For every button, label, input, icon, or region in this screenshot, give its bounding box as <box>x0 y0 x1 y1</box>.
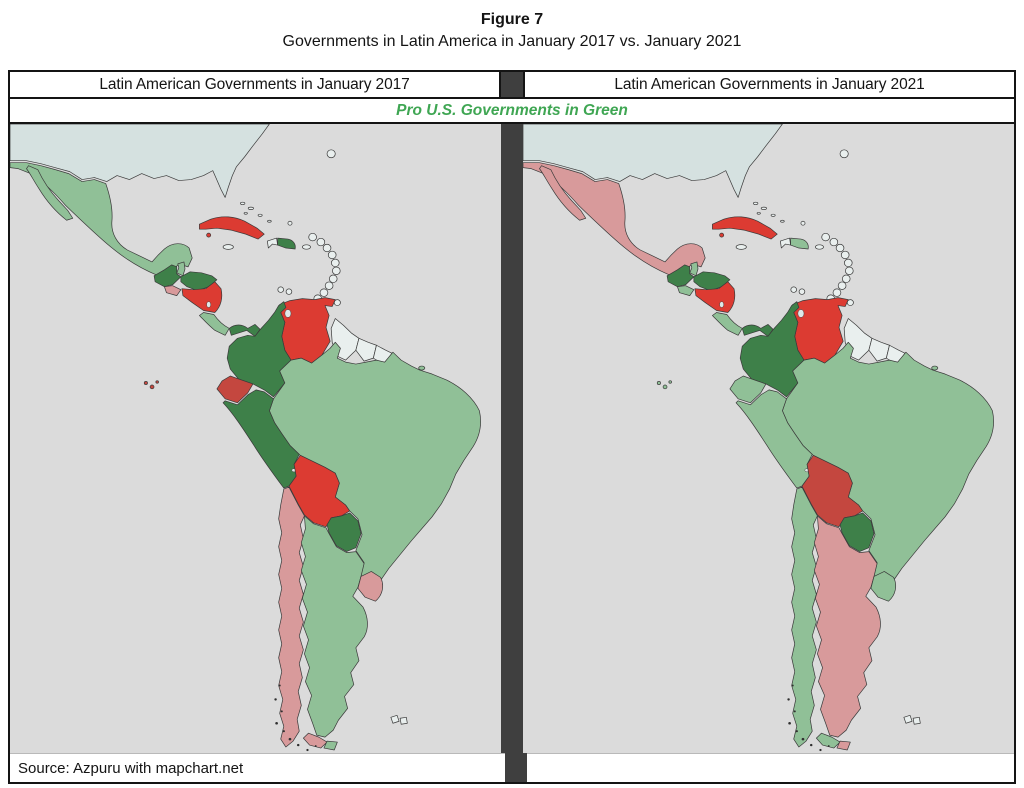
country-guatemala <box>153 264 182 288</box>
country-jamaica <box>222 244 234 250</box>
figure-title-block: Figure 7 Governments in Latin America in… <box>0 0 1024 53</box>
country-nicaragua <box>694 281 736 313</box>
country-cuba <box>199 216 265 240</box>
source-row: Source: Azpuru with mapchart.net <box>10 753 1014 782</box>
figure-label: Figure 7 <box>480 11 544 28</box>
islands-falkland <box>903 714 921 725</box>
country-argentina-tierra-del-fuego <box>836 740 851 751</box>
source-cell-empty <box>527 753 1014 782</box>
country-ecuador <box>216 375 254 404</box>
country-mexico <box>10 162 193 278</box>
country-cuba-isla-juventud <box>719 232 725 238</box>
country-paraguay <box>326 512 362 552</box>
figure-frame: Latin American Governments in January 20… <box>8 70 1016 784</box>
islands-bahamas <box>753 201 806 226</box>
panel-divider-top <box>501 72 523 97</box>
country-argentina <box>300 515 368 738</box>
islands-bahamas <box>240 201 293 226</box>
panel-header-2017: Latin American Governments in January 20… <box>10 72 501 97</box>
country-chile <box>278 486 305 748</box>
country-costa-rica <box>712 312 743 336</box>
legend-row: Pro U.S. Governments in Green <box>10 99 1014 124</box>
islands-lesser-antilles <box>790 232 854 303</box>
country-costa-rica <box>199 312 230 336</box>
country-el-salvador <box>164 285 182 296</box>
country-mexico <box>523 162 706 278</box>
country-dominican-republic <box>277 237 296 250</box>
country-peru <box>222 389 300 489</box>
country-dominican-republic <box>790 237 809 250</box>
country-ecuador <box>729 375 767 404</box>
country-cuba-isla-juventud <box>206 232 212 238</box>
map-2017 <box>10 124 501 753</box>
legend-text: Pro U.S. Governments in Green <box>396 101 628 119</box>
country-cuba <box>712 216 778 240</box>
country-puerto-rico <box>814 244 824 250</box>
lake-maracaibo <box>284 309 292 318</box>
islands-galapagos <box>656 380 672 390</box>
country-uruguay <box>870 571 897 602</box>
island-marajo <box>418 365 426 371</box>
source-credit: Source: Azpuru with mapchart.net <box>10 753 505 782</box>
panel-header-row: Latin American Governments in January 20… <box>10 72 1014 99</box>
country-haiti <box>266 237 278 249</box>
fjord-specks <box>787 684 830 752</box>
country-haiti <box>779 237 791 249</box>
island-bermuda <box>326 149 336 159</box>
country-el-salvador <box>677 285 695 296</box>
country-panama <box>228 324 261 337</box>
country-jamaica <box>735 244 747 250</box>
country-chile-tierra-del-fuego <box>816 732 841 749</box>
fjord-specks <box>274 684 317 752</box>
maps-row <box>10 124 1014 753</box>
country-usa <box>523 124 783 198</box>
lake-maracaibo <box>797 309 805 318</box>
figure-title: Governments in Latin America in January … <box>282 33 742 50</box>
islands-galapagos <box>143 380 159 390</box>
latin-america-map <box>523 124 1014 753</box>
lake-nicaragua <box>206 301 211 308</box>
country-puerto-rico <box>301 244 311 250</box>
country-nicaragua <box>181 281 223 313</box>
island-marajo <box>931 365 939 371</box>
country-panama <box>741 324 774 337</box>
country-chile <box>791 486 818 748</box>
island-bermuda <box>839 149 849 159</box>
country-mexico-baja <box>539 165 587 221</box>
country-mexico-baja <box>26 165 74 221</box>
islands-falkland <box>390 714 408 725</box>
country-paraguay <box>839 512 875 552</box>
country-argentina-tierra-del-fuego <box>323 740 338 751</box>
panel-header-2021: Latin American Governments in January 20… <box>523 72 1014 97</box>
lake-nicaragua <box>719 301 724 308</box>
country-usa <box>10 124 270 198</box>
country-guatemala <box>666 264 695 288</box>
country-chile-tierra-del-fuego <box>303 732 328 749</box>
country-uruguay <box>357 571 384 602</box>
latin-america-map <box>10 124 501 753</box>
panel-divider-bottom <box>505 753 527 782</box>
islands-lesser-antilles <box>277 232 341 303</box>
map-2021 <box>523 124 1014 753</box>
country-argentina <box>813 515 881 738</box>
panel-divider-middle <box>501 124 523 753</box>
country-peru <box>735 389 813 489</box>
